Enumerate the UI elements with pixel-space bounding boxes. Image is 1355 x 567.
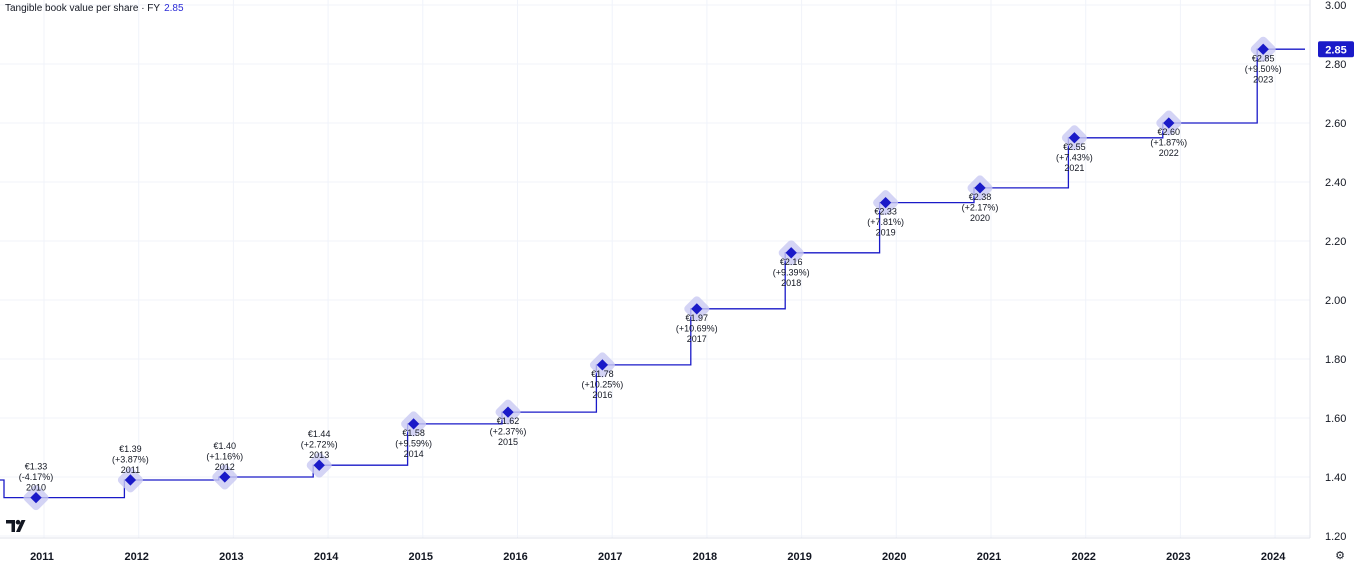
data-label-change: (-4.17%)	[19, 472, 54, 482]
data-label-price: €2.33	[874, 207, 897, 217]
data-label-change: (+2.37%)	[490, 427, 527, 437]
data-point-marker	[219, 471, 231, 483]
data-label-price: €2.38	[969, 192, 992, 202]
x-tick-label: 2014	[314, 551, 339, 563]
x-tick-label: 2011	[30, 551, 54, 563]
data-label-price: €1.33	[25, 462, 48, 472]
data-label-change: (+1.16%)	[206, 452, 243, 462]
chart-legend: Tangible book value per share · FY 2.85	[5, 3, 184, 14]
data-label-change: (+2.72%)	[301, 440, 338, 450]
data-point-marker	[1068, 132, 1081, 144]
x-tick-label: 2022	[1071, 551, 1095, 563]
data-label-year: 2015	[498, 437, 518, 447]
data-label-change: (+7.81%)	[867, 217, 904, 227]
data-label-change: (+10.69%)	[676, 323, 718, 333]
last-value-badge-text: 2.85	[1325, 44, 1346, 56]
data-label-year: 2022	[1159, 148, 1179, 158]
data-label-change: (+2.17%)	[962, 202, 999, 212]
series-step-line	[0, 48, 1305, 499]
y-tick-label: 2.60	[1325, 118, 1346, 130]
x-tick-label: 2024	[1261, 551, 1286, 563]
data-point-marker	[879, 196, 892, 209]
data-label-price: €1.62	[497, 416, 520, 426]
x-tick-label: 2021	[977, 551, 1001, 563]
data-label-price: €1.40	[214, 441, 237, 451]
x-tick-label: 2015	[409, 551, 433, 563]
data-label-change: (+7.43%)	[1056, 152, 1093, 162]
data-point-marker	[313, 459, 325, 471]
data-label-price: €2.60	[1158, 127, 1181, 137]
data-label-price: €2.55	[1063, 142, 1086, 152]
data-label-price: €1.58	[402, 428, 425, 438]
data-label-year: 2011	[121, 465, 140, 475]
data-label-change: (+9.39%)	[773, 267, 810, 277]
x-tick-label: 2018	[693, 551, 717, 563]
y-tick-label: 1.40	[1325, 472, 1346, 484]
y-tick-label: 2.00	[1325, 295, 1346, 307]
data-label-change: (+1.87%)	[1150, 138, 1187, 148]
data-label-year: 2013	[309, 450, 329, 460]
last-value-badge	[1318, 41, 1354, 58]
data-label-price: €1.97	[686, 313, 709, 323]
data-point-marker	[502, 406, 514, 418]
data-label-price: €2.16	[780, 257, 803, 267]
gear-icon[interactable]: ⚙	[1335, 550, 1345, 562]
y-tick-label: 3.00	[1325, 0, 1346, 12]
data-point-marker	[691, 303, 703, 315]
data-label-year: 2012	[215, 462, 235, 472]
data-label-year: 2018	[781, 278, 801, 288]
legend-value: 2.85	[164, 3, 184, 14]
x-tick-label: 2017	[598, 551, 622, 563]
data-label-year: 2010	[26, 483, 46, 493]
x-tick-label: 2019	[787, 551, 811, 563]
data-point-marker	[407, 418, 420, 430]
y-tick-label: 1.80	[1325, 354, 1346, 366]
data-point-marker	[974, 182, 986, 194]
y-tick-label: 1.20	[1325, 531, 1346, 543]
data-label-price: €1.78	[591, 369, 614, 379]
x-tick-label: 2023	[1166, 551, 1190, 563]
tradingview-logo-icon[interactable]	[6, 519, 30, 533]
y-tick-label: 2.40	[1325, 177, 1346, 189]
data-label-change: (+10.25%)	[582, 379, 624, 389]
data-label-change: (+9.59%)	[395, 438, 432, 448]
data-label-change: (+3.87%)	[112, 454, 149, 464]
legend-title: Tangible book value per share · FY	[5, 3, 161, 14]
data-point-marker	[1257, 43, 1269, 55]
data-point-marker	[596, 359, 609, 371]
data-label-year: 2020	[970, 213, 990, 223]
data-label-year: 2023	[1253, 74, 1273, 84]
x-tick-label: 2012	[124, 551, 148, 563]
data-label-year: 2014	[404, 449, 424, 459]
x-tick-label: 2020	[882, 551, 906, 563]
data-label-year: 2016	[592, 390, 612, 400]
x-tick-label: 2016	[503, 551, 527, 563]
data-point-marker	[1163, 117, 1175, 129]
y-tick-label: 2.80	[1325, 59, 1346, 71]
x-tick-label: 2013	[219, 551, 243, 563]
data-label-change: (+9.50%)	[1245, 64, 1282, 74]
y-tick-label: 2.20	[1325, 236, 1346, 248]
data-label-price: €1.39	[119, 444, 142, 454]
data-label-year: 2019	[876, 228, 896, 238]
data-label-price: €1.44	[308, 429, 331, 439]
data-label-year: 2021	[1064, 163, 1084, 173]
data-label-price: €2.85	[1252, 53, 1275, 63]
y-tick-label: 1.60	[1325, 413, 1346, 425]
data-label-year: 2017	[687, 334, 707, 344]
